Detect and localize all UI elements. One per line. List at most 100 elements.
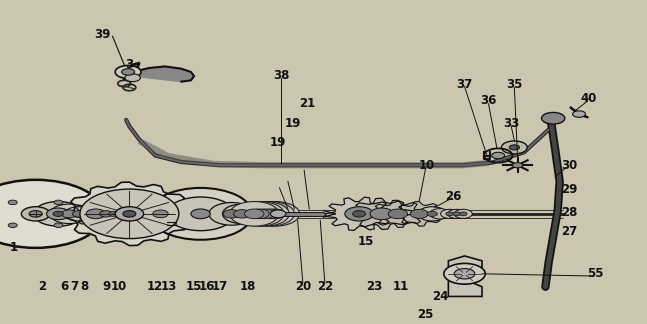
Circle shape xyxy=(427,211,437,216)
Polygon shape xyxy=(126,66,194,82)
Circle shape xyxy=(122,69,135,75)
Circle shape xyxy=(90,206,122,222)
Circle shape xyxy=(459,212,467,216)
Circle shape xyxy=(255,209,274,219)
Circle shape xyxy=(54,200,63,205)
Circle shape xyxy=(453,212,461,216)
Text: 28: 28 xyxy=(561,206,578,219)
Text: 25: 25 xyxy=(417,308,434,321)
Polygon shape xyxy=(395,202,444,226)
Circle shape xyxy=(245,202,294,226)
Circle shape xyxy=(47,208,70,220)
Circle shape xyxy=(245,209,264,219)
Circle shape xyxy=(29,211,42,217)
Text: 40: 40 xyxy=(580,92,597,105)
Polygon shape xyxy=(448,256,482,296)
Polygon shape xyxy=(351,198,413,229)
Text: 7: 7 xyxy=(71,280,78,293)
Text: 10: 10 xyxy=(419,159,435,172)
Text: 8: 8 xyxy=(80,280,88,293)
Text: 22: 22 xyxy=(316,280,333,293)
Circle shape xyxy=(260,209,280,219)
Text: 19: 19 xyxy=(284,117,301,130)
Circle shape xyxy=(21,207,50,221)
Circle shape xyxy=(410,209,428,218)
Text: 16: 16 xyxy=(199,280,215,293)
Circle shape xyxy=(8,223,17,227)
Text: 35: 35 xyxy=(506,78,523,91)
Circle shape xyxy=(345,207,373,221)
Text: 36: 36 xyxy=(480,94,497,107)
Polygon shape xyxy=(325,197,393,230)
Text: 15: 15 xyxy=(186,280,203,293)
Circle shape xyxy=(512,163,523,168)
Text: 33: 33 xyxy=(503,117,520,130)
Text: 39: 39 xyxy=(94,28,111,40)
Text: 12: 12 xyxy=(147,280,164,293)
Circle shape xyxy=(265,209,285,219)
Circle shape xyxy=(0,180,104,248)
Circle shape xyxy=(72,211,85,217)
Circle shape xyxy=(444,263,485,284)
Circle shape xyxy=(115,207,144,221)
Circle shape xyxy=(53,211,63,216)
Circle shape xyxy=(430,209,450,219)
Text: 2: 2 xyxy=(38,280,46,293)
Text: 13: 13 xyxy=(160,280,177,293)
Circle shape xyxy=(250,209,269,219)
Text: 20: 20 xyxy=(294,280,311,293)
Circle shape xyxy=(223,204,261,224)
Text: 29: 29 xyxy=(561,183,578,196)
Circle shape xyxy=(209,202,254,225)
Polygon shape xyxy=(371,200,425,227)
Circle shape xyxy=(123,211,136,217)
Circle shape xyxy=(250,202,300,226)
Circle shape xyxy=(573,111,586,117)
Circle shape xyxy=(448,209,466,218)
Text: 6: 6 xyxy=(61,280,69,293)
Circle shape xyxy=(492,152,505,159)
Circle shape xyxy=(370,208,393,220)
Circle shape xyxy=(191,209,210,219)
Text: 21: 21 xyxy=(299,97,316,110)
Circle shape xyxy=(61,210,77,218)
Circle shape xyxy=(144,205,177,222)
Text: 17: 17 xyxy=(212,280,228,293)
Polygon shape xyxy=(66,182,193,246)
Circle shape xyxy=(125,74,140,82)
Text: 15: 15 xyxy=(357,235,374,248)
Circle shape xyxy=(50,204,89,224)
Circle shape xyxy=(234,210,250,218)
Circle shape xyxy=(80,189,179,238)
Circle shape xyxy=(115,65,141,78)
Circle shape xyxy=(353,211,366,217)
Circle shape xyxy=(240,202,289,226)
Polygon shape xyxy=(71,202,120,226)
Circle shape xyxy=(65,207,93,221)
Text: 38: 38 xyxy=(273,69,290,82)
Text: 23: 23 xyxy=(366,280,382,293)
Text: 27: 27 xyxy=(561,225,578,238)
Circle shape xyxy=(109,211,119,216)
Circle shape xyxy=(509,145,520,150)
Circle shape xyxy=(153,210,168,218)
Circle shape xyxy=(542,112,565,124)
Circle shape xyxy=(454,269,475,279)
Circle shape xyxy=(388,209,408,219)
Circle shape xyxy=(235,202,284,226)
Circle shape xyxy=(223,210,240,218)
Text: 11: 11 xyxy=(393,280,410,293)
Circle shape xyxy=(441,209,459,218)
Text: 37: 37 xyxy=(456,78,473,91)
Circle shape xyxy=(230,202,279,226)
Text: 18: 18 xyxy=(239,280,256,293)
Circle shape xyxy=(270,210,286,218)
Circle shape xyxy=(102,208,126,220)
Text: 19: 19 xyxy=(270,136,287,149)
Circle shape xyxy=(446,212,454,216)
Circle shape xyxy=(86,209,105,219)
Text: 24: 24 xyxy=(432,290,448,303)
Circle shape xyxy=(501,141,527,154)
Text: 1: 1 xyxy=(10,241,18,254)
Circle shape xyxy=(100,211,113,217)
